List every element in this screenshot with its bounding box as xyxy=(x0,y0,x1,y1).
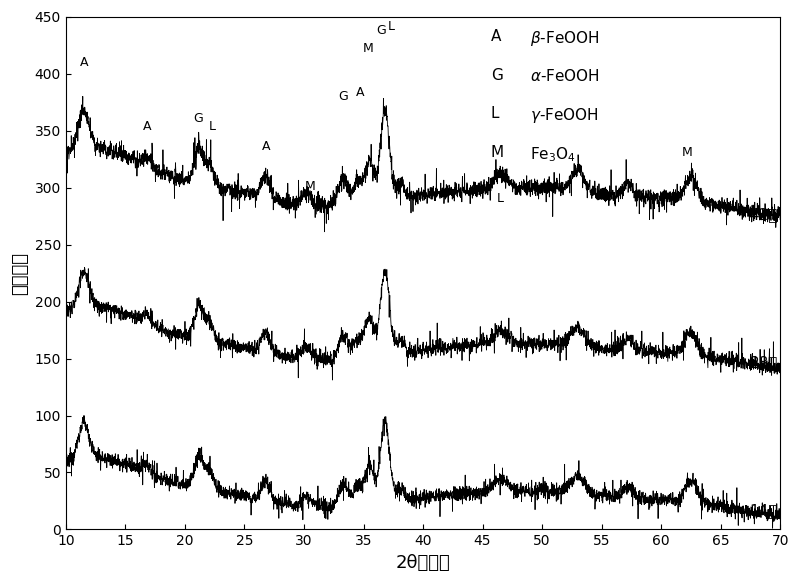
Text: $\beta$-FeOOH: $\beta$-FeOOH xyxy=(530,29,599,48)
Text: Fe$_3$O$_4$: Fe$_3$O$_4$ xyxy=(530,145,576,163)
Text: M: M xyxy=(491,145,504,160)
Text: A: A xyxy=(262,141,270,153)
X-axis label: 2θ（度）: 2θ（度） xyxy=(396,554,450,572)
Text: L: L xyxy=(497,192,504,205)
Text: M: M xyxy=(363,43,374,55)
Text: 28天: 28天 xyxy=(750,355,778,370)
Text: L: L xyxy=(387,20,394,33)
Y-axis label: 衍射强度: 衍射强度 xyxy=(11,251,29,294)
Text: L: L xyxy=(209,120,216,133)
Text: A: A xyxy=(356,86,364,99)
Text: A: A xyxy=(491,29,502,44)
Text: $\alpha$-FeOOH: $\alpha$-FeOOH xyxy=(530,68,600,84)
Text: 14天: 14天 xyxy=(750,503,778,518)
Text: M: M xyxy=(305,180,315,193)
Text: M: M xyxy=(682,146,693,159)
Text: G: G xyxy=(193,112,203,125)
Text: L: L xyxy=(491,106,499,121)
Text: G: G xyxy=(491,68,502,83)
Text: G: G xyxy=(338,90,348,103)
Text: 42天: 42天 xyxy=(750,207,778,222)
Text: $\gamma$-FeOOH: $\gamma$-FeOOH xyxy=(530,106,598,125)
Text: G: G xyxy=(377,24,386,37)
Text: A: A xyxy=(142,120,151,133)
Text: A: A xyxy=(79,56,88,69)
